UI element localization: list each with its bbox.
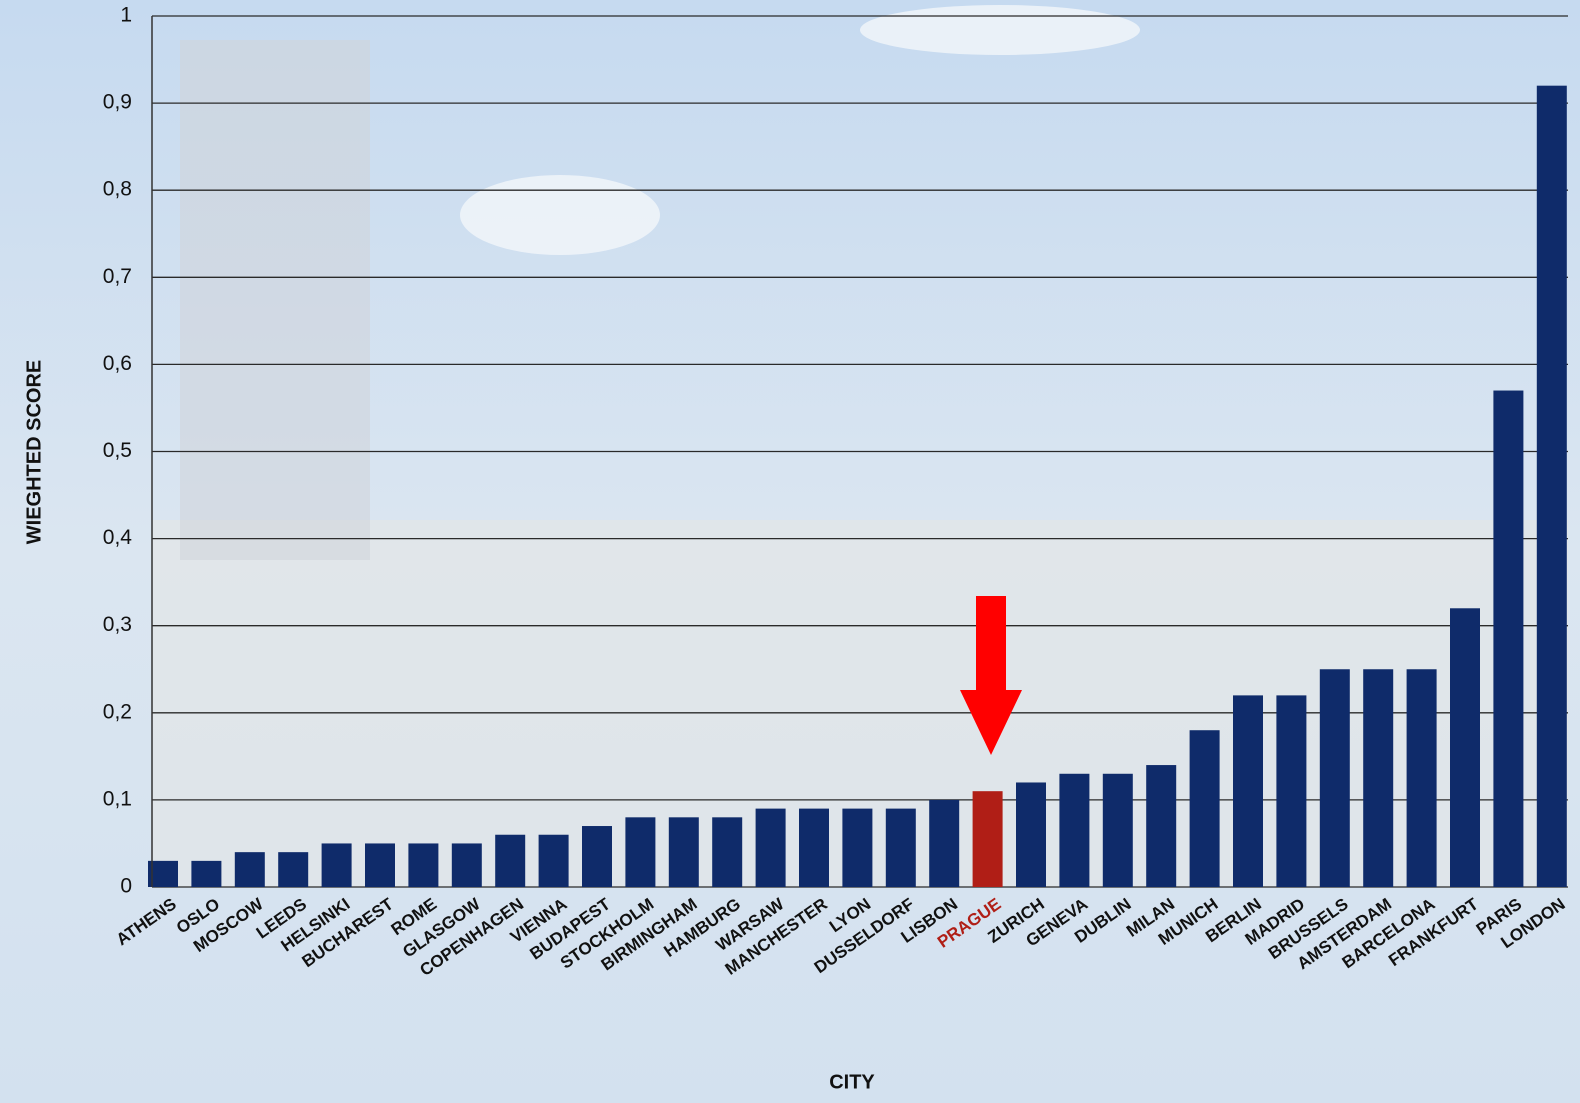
bar (234, 852, 265, 887)
bar (1146, 765, 1177, 887)
bar (278, 852, 309, 887)
bar (842, 808, 873, 887)
bar (1102, 773, 1133, 887)
y-tick-label: 0,5 (103, 439, 132, 462)
bar (625, 817, 656, 887)
photo-cloud (460, 175, 660, 255)
bar (929, 799, 960, 887)
bar (365, 843, 395, 887)
bar (1536, 85, 1567, 888)
bar (972, 791, 1003, 887)
x-axis-label: CITY (829, 1071, 875, 1093)
bar (321, 843, 352, 887)
bar (1016, 782, 1046, 887)
bar (582, 826, 612, 887)
bar (885, 808, 916, 887)
y-tick-label: 0,6 (103, 352, 132, 375)
bar (1363, 669, 1394, 887)
bar (538, 834, 569, 887)
y-tick-label: 0,9 (103, 91, 132, 114)
y-tick-label: 0,3 (103, 613, 132, 636)
bar (451, 843, 482, 887)
y-tick-label: 0,7 (103, 265, 132, 288)
bar (408, 843, 439, 887)
y-tick-label: 0,4 (103, 526, 133, 549)
bar (1319, 669, 1350, 887)
bar (1493, 390, 1524, 887)
y-tick-label: 0,2 (103, 700, 132, 723)
bar (712, 817, 743, 887)
bar (1233, 695, 1263, 887)
photo-statue (180, 40, 370, 560)
photo-cloud (860, 5, 1140, 55)
highlight-arrow (960, 596, 1022, 755)
bar (191, 860, 222, 887)
bar (755, 808, 786, 887)
bar (1276, 695, 1307, 887)
y-tick-label: 1 (120, 4, 132, 27)
bar (668, 817, 699, 887)
bar (1059, 773, 1090, 887)
y-tick-label: 0 (120, 875, 132, 898)
bar (1406, 669, 1437, 887)
bar (799, 808, 829, 887)
y-tick-label: 0,1 (103, 787, 132, 810)
y-tick-label: 0,8 (103, 178, 132, 201)
bar (148, 860, 178, 887)
y-axis-label: WIEGHTED SCORE (23, 360, 45, 544)
bar (495, 834, 526, 887)
bar (1450, 608, 1480, 887)
bar (1189, 730, 1220, 887)
